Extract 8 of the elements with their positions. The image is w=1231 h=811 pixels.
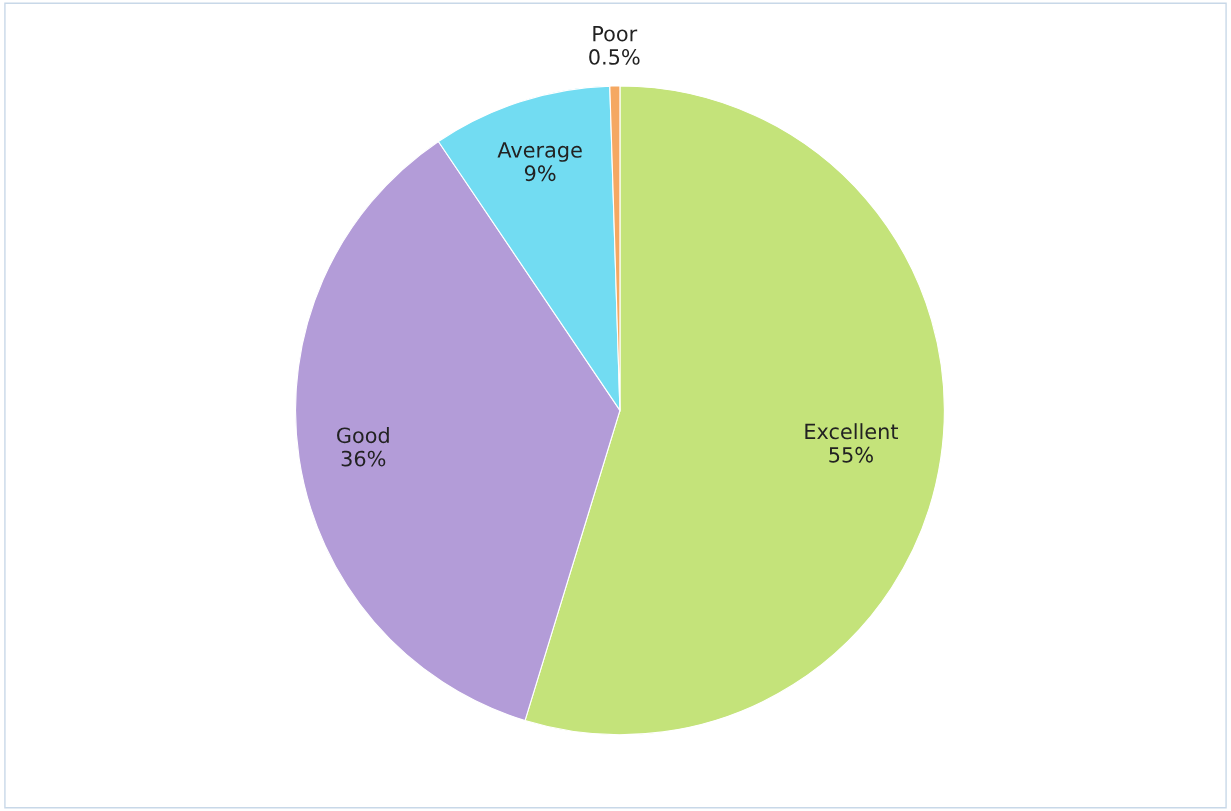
slice-label: Average <box>497 142 582 162</box>
data-label: 55% <box>829 446 873 463</box>
slice-label: Excellent <box>805 423 899 440</box>
data-label: 0.5% <box>589 49 640 65</box>
slice-label: Poor <box>593 25 638 42</box>
slice-label: Good <box>337 427 389 444</box>
data-label: 36% <box>341 450 386 467</box>
data-label: 9% <box>524 165 556 182</box>
